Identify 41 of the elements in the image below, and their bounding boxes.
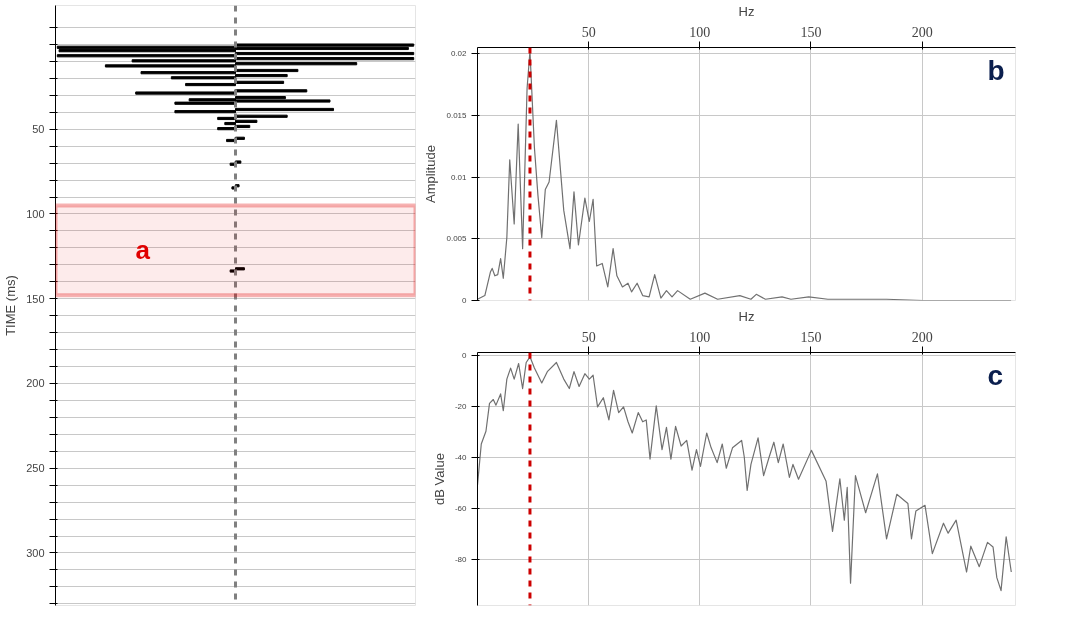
y-tick-label: 150 xyxy=(26,292,45,305)
y-axis-title: TIME (ms) xyxy=(3,275,19,336)
bar xyxy=(235,114,288,118)
x-tick-label: 200 xyxy=(911,329,933,345)
x-tick-label: 150 xyxy=(800,24,822,40)
y-tick-label: -40 xyxy=(454,452,468,462)
band-label: a xyxy=(135,235,151,266)
y-tick-label: -80 xyxy=(454,555,468,564)
y-tick-label: -60 xyxy=(454,503,468,513)
y-axis-title: Amplitude xyxy=(423,145,439,203)
y-tick-label: 250 xyxy=(26,462,45,475)
y-tick-label: 200 xyxy=(26,377,45,390)
y-tick-label: 100 xyxy=(26,207,45,220)
annotation: c xyxy=(987,359,1004,391)
y-tick-label: 0 xyxy=(462,296,468,305)
x-axis-title: Hz xyxy=(738,308,755,324)
bar xyxy=(185,82,236,87)
y-axis-title: dB Value xyxy=(431,453,447,505)
annotation: b xyxy=(987,54,1005,86)
x-tick-label: 150 xyxy=(800,329,822,345)
y-tick-label: 300 xyxy=(26,546,45,559)
x-tick-label: 200 xyxy=(911,24,933,40)
x-axis-title: Hz xyxy=(738,3,755,19)
line-series xyxy=(477,356,1012,592)
y-tick-label: 0.005 xyxy=(446,234,468,244)
bar xyxy=(235,43,415,47)
bar xyxy=(235,68,299,73)
bar xyxy=(235,80,285,84)
y-tick-label: 0 xyxy=(462,350,468,360)
bar xyxy=(235,89,308,93)
bar xyxy=(135,91,236,95)
y-tick-label: 50 xyxy=(32,123,45,136)
y-tick-label: 0.01 xyxy=(450,172,468,182)
y-tick-label: 0.02 xyxy=(450,49,468,59)
bar xyxy=(235,57,415,61)
y-tick-label: 0.015 xyxy=(446,110,468,120)
x-tick-label: 50 xyxy=(581,329,596,345)
x-tick-label: 100 xyxy=(689,329,711,345)
x-tick-label: 50 xyxy=(581,24,596,40)
x-tick-label: 100 xyxy=(689,24,711,40)
y-tick-label: -20 xyxy=(454,401,468,411)
